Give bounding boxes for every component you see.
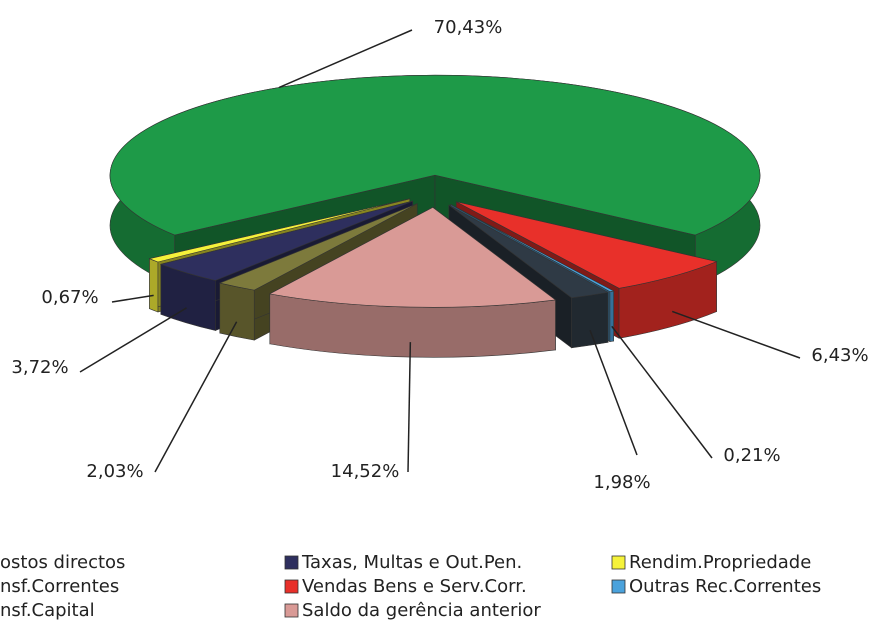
slice-wall [219, 282, 255, 341]
slice-wall [571, 292, 609, 349]
legend-swatch [611, 579, 626, 594]
leader-line [407, 342, 412, 473]
slice [268, 206, 557, 308]
slice [218, 203, 418, 291]
legend-swatch [611, 555, 626, 570]
data-label: 1,98% [593, 472, 650, 493]
legend-label: ostos directos [0, 552, 125, 573]
slice [109, 74, 761, 236]
slice-wall [609, 290, 614, 343]
leader-line [278, 29, 413, 89]
leader-line [154, 321, 238, 473]
legend-label: Taxas, Multas e Out.Pen. [301, 552, 522, 573]
data-label: 70,43% [434, 17, 503, 38]
data-label: 2,03% [86, 461, 143, 482]
slice [450, 204, 615, 292]
leader-line [79, 307, 187, 373]
legend-label: Rendim.Propriedade [629, 552, 811, 573]
data-label: 3,72% [11, 357, 68, 378]
legend-swatch [284, 555, 299, 570]
legend-swatch [284, 579, 299, 594]
leader-line [111, 294, 154, 303]
slice [456, 201, 718, 289]
legend-label: nsf.Correntes [0, 576, 119, 597]
legend-label: nsf.Capital [0, 600, 95, 621]
leader-line [671, 310, 801, 359]
legend-swatch [284, 603, 299, 618]
data-label: 6,43% [811, 345, 868, 366]
slice-wall [149, 258, 159, 313]
data-label: 0,21% [723, 445, 780, 466]
data-label: 14,52% [331, 461, 400, 482]
slice [159, 200, 413, 281]
data-label: 0,67% [41, 287, 98, 308]
legend-label: Outras Rec.Correntes [629, 576, 821, 597]
slice [448, 204, 609, 299]
leader-line [611, 325, 713, 459]
legend-label: Saldo da gerência anterior [302, 600, 541, 621]
leader-line [589, 329, 638, 456]
legend-label: Vendas Bens e Serv.Corr. [302, 576, 527, 597]
slice [148, 198, 410, 263]
